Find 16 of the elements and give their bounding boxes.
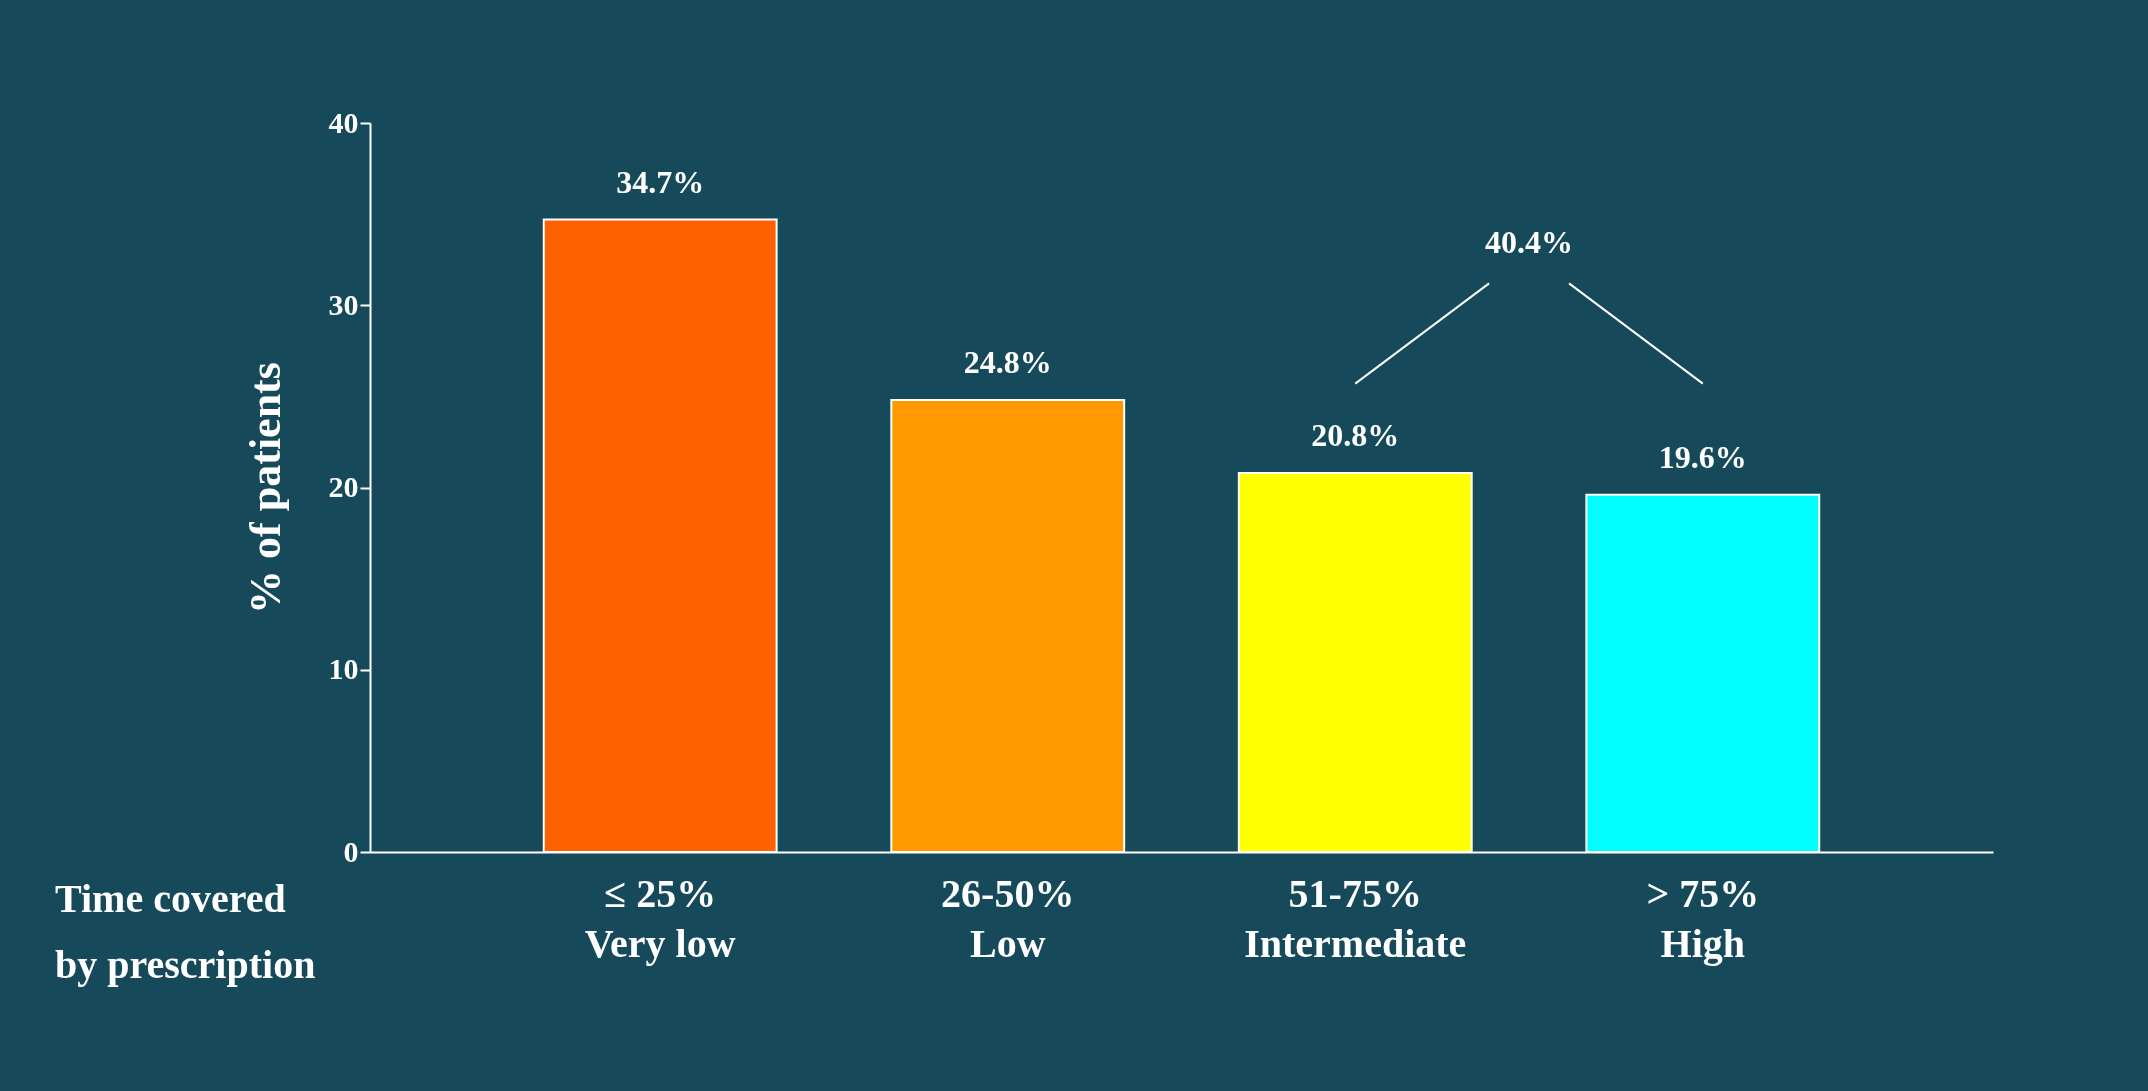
x-axis-title: Time covered by prescription xyxy=(55,876,316,987)
x-tick-label: ≤ 25% Very low xyxy=(584,870,736,966)
annotation: 40.4% xyxy=(1485,224,1574,261)
x-tick-label: > 75% High xyxy=(1646,870,1760,966)
y-axis-title: % of patients xyxy=(240,362,290,614)
y-tick-label: 0 xyxy=(343,834,359,868)
data-label: 20.8% xyxy=(1311,416,1400,453)
data-label: 19.6% xyxy=(1658,438,1747,475)
y-tick-label: 20 xyxy=(328,470,359,503)
x-tick-label: 51-75% Intermediate xyxy=(1244,870,1467,966)
data-label: 24.8% xyxy=(963,344,1052,381)
x-tick-label: 26-50% Low xyxy=(941,870,1075,966)
y-tick-label: 40 xyxy=(328,105,359,139)
y-tick-label: 10 xyxy=(328,652,359,686)
y-tick-label: 30 xyxy=(328,287,359,321)
data-label: 34.7% xyxy=(616,163,705,200)
